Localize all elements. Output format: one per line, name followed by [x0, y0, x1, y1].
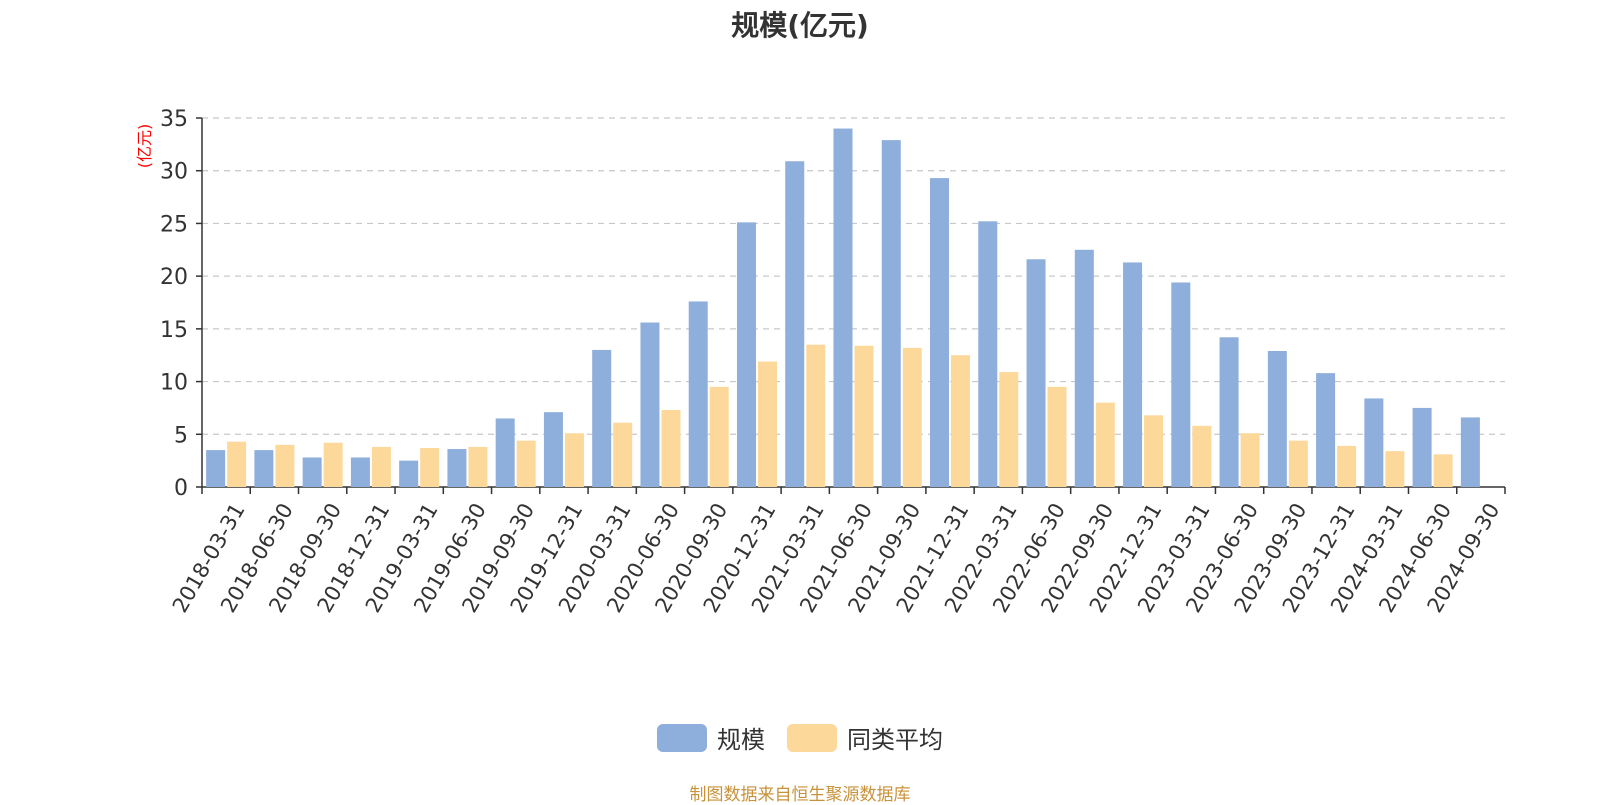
bar-peer-average — [275, 444, 295, 487]
bar-scale — [447, 449, 467, 487]
bar-peer-average — [951, 355, 971, 487]
bar-scale — [1460, 417, 1480, 487]
y-tick-label: 30 — [160, 160, 188, 185]
bar-peer-average — [371, 446, 391, 487]
bar-scale — [688, 301, 708, 487]
bar-scale — [881, 140, 901, 487]
legend-label-scale: 规模 — [717, 726, 765, 754]
bar-peer-average — [1240, 433, 1260, 487]
bar-peer-average — [1144, 415, 1164, 487]
bar-peer-average — [757, 361, 777, 487]
bar-peer-average — [854, 345, 874, 487]
bar-peer-average — [468, 446, 488, 487]
y-tick-label: 25 — [160, 212, 188, 237]
bar-scale — [399, 460, 419, 487]
y-tick-label: 10 — [160, 371, 188, 396]
bar-scale — [302, 457, 322, 487]
legend-swatch-peer-average — [787, 723, 837, 752]
bar-scale — [736, 222, 756, 488]
bar-peer-average — [564, 433, 584, 487]
y-tick-label: 35 — [160, 107, 188, 132]
bar-scale — [1267, 350, 1287, 487]
bar-scale — [1074, 249, 1094, 487]
bar-peer-average — [516, 440, 536, 487]
bar-scale — [833, 128, 853, 488]
bar-scale — [1219, 337, 1239, 487]
bar-peer-average — [806, 344, 826, 487]
chart-title: 规模(亿元) — [731, 9, 869, 42]
bar-scale — [640, 322, 660, 487]
bar-scale — [1171, 282, 1191, 487]
y-tick-label: 15 — [160, 318, 188, 343]
bar-peer-average — [613, 422, 633, 487]
bar-peer-average — [999, 372, 1019, 487]
bar-scale — [1026, 259, 1046, 487]
bar-scale — [930, 178, 950, 487]
legend-item-scale[interactable]: 规模 — [657, 720, 765, 755]
bar-peer-average — [227, 441, 247, 487]
y-tick-label: 20 — [160, 265, 188, 290]
bar-peer-average — [902, 347, 922, 487]
legend-swatch-scale — [657, 723, 707, 752]
bar-scale — [495, 418, 515, 487]
bar-peer-average — [1433, 454, 1453, 487]
bar-peer-average — [1288, 440, 1308, 487]
bar-scale — [1123, 262, 1143, 487]
bar-peer-average — [661, 410, 681, 487]
bar-scale — [543, 412, 563, 487]
bar-scale — [206, 450, 226, 487]
legend-label-peer-average: 同类平均 — [847, 726, 943, 754]
bar-chart: 051015202530352018-03-312018-06-302018-0… — [160, 107, 1506, 617]
legend: 规模 同类平均 — [0, 720, 1600, 755]
bar-peer-average — [420, 447, 440, 487]
bar-scale — [592, 349, 612, 487]
bar-peer-average — [1337, 445, 1357, 487]
bar-peer-average — [1385, 451, 1405, 487]
bar-scale — [1364, 398, 1384, 487]
bar-scale — [1316, 373, 1336, 487]
bar-peer-average — [323, 442, 343, 487]
bar-scale — [254, 450, 274, 487]
bar-scale — [1412, 407, 1432, 487]
bar-scale — [978, 221, 998, 487]
bar-scale — [785, 161, 805, 487]
bar-peer-average — [1047, 386, 1067, 487]
bar-scale — [350, 457, 370, 487]
legend-item-peer-average[interactable]: 同类平均 — [787, 720, 943, 755]
bar-peer-average — [709, 386, 729, 487]
y-tick-label: 0 — [174, 476, 188, 501]
data-source-note: 制图数据来自恒生聚源数据库 — [689, 785, 911, 805]
y-tick-label: 5 — [174, 423, 188, 448]
bar-peer-average — [1095, 402, 1115, 487]
bar-peer-average — [1192, 425, 1212, 487]
